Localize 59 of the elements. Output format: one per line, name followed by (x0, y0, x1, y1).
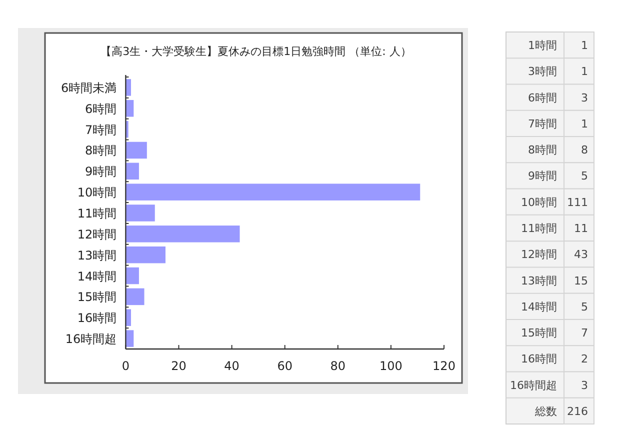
x-tick-label: 0 (122, 359, 130, 373)
y-tick-label: 16時間 (77, 311, 117, 326)
data-label: 43 (574, 248, 588, 262)
y-tick-label: 11時間 (521, 222, 557, 235)
y-tick-label: 11時間 (77, 206, 117, 220)
data-label: 5 (581, 300, 588, 314)
data-label: 1 (581, 65, 588, 78)
bar (126, 162, 139, 180)
bar (126, 142, 147, 159)
data-label: 216 (567, 404, 588, 418)
data-label: 15 (574, 274, 588, 288)
data-label: 3 (581, 91, 588, 104)
y-tick-label: 15時間 (521, 326, 557, 340)
y-tick-label: 3時間 (528, 65, 557, 78)
bar (126, 184, 420, 200)
data-label: 11 (574, 222, 588, 235)
y-tick-label: 15時間 (77, 290, 117, 304)
x-tick-label: 100 (379, 359, 402, 373)
bar (126, 204, 155, 222)
data-label: 3 (581, 378, 588, 392)
y-tick-label: 総数 (534, 404, 557, 418)
y-tick-label: 12時間 (521, 248, 557, 262)
y-tick-label: 6時間 (528, 91, 557, 104)
y-tick-label: 1時間 (528, 39, 557, 52)
y-tick-label: 14時間 (77, 269, 117, 284)
y-tick-label: 10時間 (77, 186, 117, 200)
bar (126, 288, 144, 306)
y-tick-label: 12時間 (77, 227, 117, 242)
y-tick-label: 8時間 (85, 144, 117, 158)
y-tick-label: 16時間超 (510, 378, 557, 392)
x-tick-label: 20 (171, 359, 186, 373)
y-tick-label: 7時間 (85, 122, 117, 137)
data-label: 8 (581, 144, 588, 157)
y-tick-label: 13時間 (521, 274, 557, 288)
y-tick-label: 10時間 (521, 196, 557, 209)
chart-title: 【高3生・大学受験生】夏休みの目標1日勉強時間 （単位: 人） (100, 45, 412, 58)
data-label: 7 (581, 326, 588, 340)
y-tick-label: 6時間 (85, 102, 117, 116)
x-tick-label: 60 (277, 359, 292, 373)
y-tick-label: 7時間 (528, 117, 557, 130)
bar (126, 267, 139, 284)
y-tick-label: 9時間 (528, 170, 557, 183)
data-label: 1 (581, 39, 588, 52)
y-tick-label: 16時間超 (65, 332, 117, 346)
bar (126, 226, 240, 242)
y-tick-label: 16時間 (521, 352, 557, 366)
x-tick-label: 120 (432, 359, 456, 373)
data-label: 111 (567, 196, 588, 209)
data-label: 2 (581, 352, 588, 366)
data-label: 1 (581, 117, 588, 130)
data-label: 5 (581, 170, 588, 183)
y-tick-label: 14時間 (521, 300, 557, 314)
y-tick-label: 6時間未満 (61, 80, 117, 95)
x-tick-label: 80 (330, 359, 346, 373)
y-tick-label: 8時間 (528, 144, 557, 157)
y-tick-label: 13時間 (77, 248, 117, 262)
bar (126, 246, 166, 264)
y-tick-label: 9時間 (85, 164, 117, 179)
x-tick-label: 40 (224, 359, 240, 373)
